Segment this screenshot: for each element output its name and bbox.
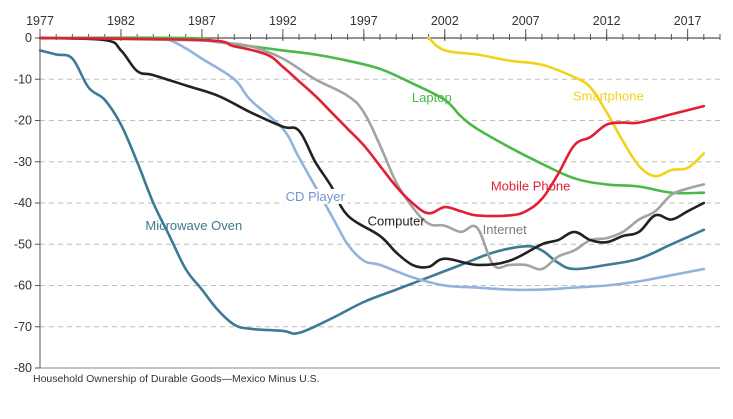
series-label-cd-player: CD Player (286, 189, 346, 204)
x-tick-label: 2002 (431, 14, 459, 28)
y-tick-label: -50 (14, 237, 32, 251)
y-tick-label: -40 (14, 196, 32, 210)
x-tick-label: 1987 (188, 14, 216, 28)
y-tick-label: 0 (25, 31, 32, 45)
x-tick-label: 1977 (26, 14, 54, 28)
series-line-smartphone (427, 36, 706, 178)
series-line-cd-player (38, 36, 706, 292)
series-line-computer (38, 36, 706, 269)
y-tick-label: -30 (14, 155, 32, 169)
series-line-internet (38, 36, 706, 271)
series-label-microwave-oven: Microwave Oven (145, 218, 242, 233)
y-tick-label: -10 (14, 72, 32, 86)
cd-player-label-background (283, 188, 348, 204)
x-tick-label: 2017 (674, 14, 702, 28)
series-label-internet: Internet (483, 222, 527, 237)
y-tick-label: -70 (14, 320, 32, 334)
series-line-microwave-oven (38, 49, 706, 335)
y-tick-label: -80 (14, 361, 32, 375)
chart-caption: Household Ownership of Durable Goods—Mex… (33, 373, 320, 385)
x-tick-label: 1992 (269, 14, 297, 28)
series-labels: Microwave Oven CD Player Computer Laptop Mob… (145, 89, 643, 237)
y-tick-label: -60 (14, 279, 32, 293)
series-lines (38, 36, 706, 335)
axes: 0 -10 -20 -30 -40 -50 -60 -70 -80 1977 1982 1987 199… (14, 14, 721, 375)
x-tick-label: 2007 (512, 14, 540, 28)
x-tick-label: 1997 (350, 14, 378, 28)
x-tick-label: 1982 (107, 14, 135, 28)
series-label-computer: Computer (368, 214, 426, 229)
series-label-smartphone: Smartphone (573, 89, 644, 104)
series-line-mobile-phone (38, 36, 706, 218)
series-label-laptop: Laptop (412, 90, 452, 105)
series-label-mobile-phone: Mobile Phone (491, 179, 571, 194)
grid-lines (40, 78, 720, 328)
y-tick-label: -20 (14, 114, 32, 128)
x-tick-label: 2012 (593, 14, 621, 28)
